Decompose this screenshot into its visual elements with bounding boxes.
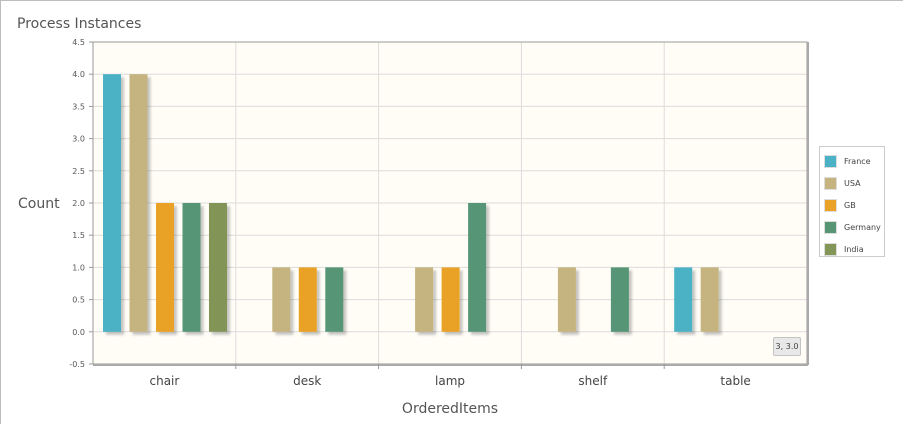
x-tick-label: table [720, 374, 750, 388]
legend-swatch [824, 220, 837, 234]
y-tick-label: -0.5 [69, 360, 85, 369]
bar-gb-chair[interactable] [156, 203, 174, 332]
y-tick-label: 2.5 [72, 167, 85, 176]
bar-germany-shelf[interactable] [610, 267, 629, 332]
bar-usa-shelf[interactable] [557, 267, 576, 332]
y-tick-label: 4.0 [72, 70, 85, 79]
legend-swatch [824, 176, 837, 190]
x-axis-title: OrderedItems [402, 401, 498, 417]
bar-india-chair[interactable] [209, 203, 227, 332]
legend-swatch [824, 198, 837, 212]
panel-title: Process Instances [17, 16, 142, 32]
x-tick-label: desk [293, 374, 321, 388]
legend-item-gb[interactable]: GB [824, 194, 884, 216]
y-tick-label: 3.5 [72, 102, 85, 111]
legend-swatch [824, 154, 837, 168]
bar-france-chair[interactable] [103, 74, 121, 332]
legend-item-germany[interactable]: Germany [824, 216, 884, 238]
y-tick-label: 1.0 [72, 263, 85, 272]
bar-usa-table[interactable] [700, 267, 719, 332]
legend-label: Germany [844, 222, 881, 232]
coordinate-tooltip: 3, 3.0 [773, 337, 801, 356]
legend-label: USA [844, 178, 861, 188]
bar-gb-desk[interactable] [298, 267, 317, 332]
bar-usa-desk[interactable] [272, 267, 291, 332]
legend-item-france[interactable]: France [824, 150, 884, 172]
legend-item-usa[interactable]: USA [824, 172, 884, 194]
bar-usa-lamp[interactable] [415, 267, 434, 332]
y-tick-label: 3.0 [72, 135, 85, 144]
x-tick-label: shelf [578, 374, 608, 388]
bar-gb-lamp[interactable] [441, 267, 460, 332]
x-tick-label: lamp [435, 374, 465, 388]
legend-label: France [844, 156, 871, 166]
y-tick-label: 1.5 [72, 231, 85, 240]
bar-france-table[interactable] [674, 267, 693, 332]
legend-item-india[interactable]: India [824, 238, 884, 260]
bar-germany-chair[interactable] [182, 203, 201, 332]
y-tick-label: 0.0 [72, 328, 85, 337]
y-axis-title: Count [18, 196, 60, 212]
bar-usa-chair[interactable] [129, 74, 148, 332]
legend-label: India [844, 244, 864, 254]
chart-legend: France USA GB Germany India [819, 146, 885, 257]
legend-label: GB [844, 200, 856, 210]
y-tick-label: 0.5 [72, 296, 85, 305]
x-tick-label: chair [149, 374, 179, 388]
y-tick-label: 2.0 [72, 199, 85, 208]
legend-swatch [824, 242, 837, 256]
bar-germany-desk[interactable] [325, 267, 344, 332]
y-tick-label: 4.5 [72, 38, 85, 47]
bar-germany-lamp[interactable] [468, 203, 487, 332]
